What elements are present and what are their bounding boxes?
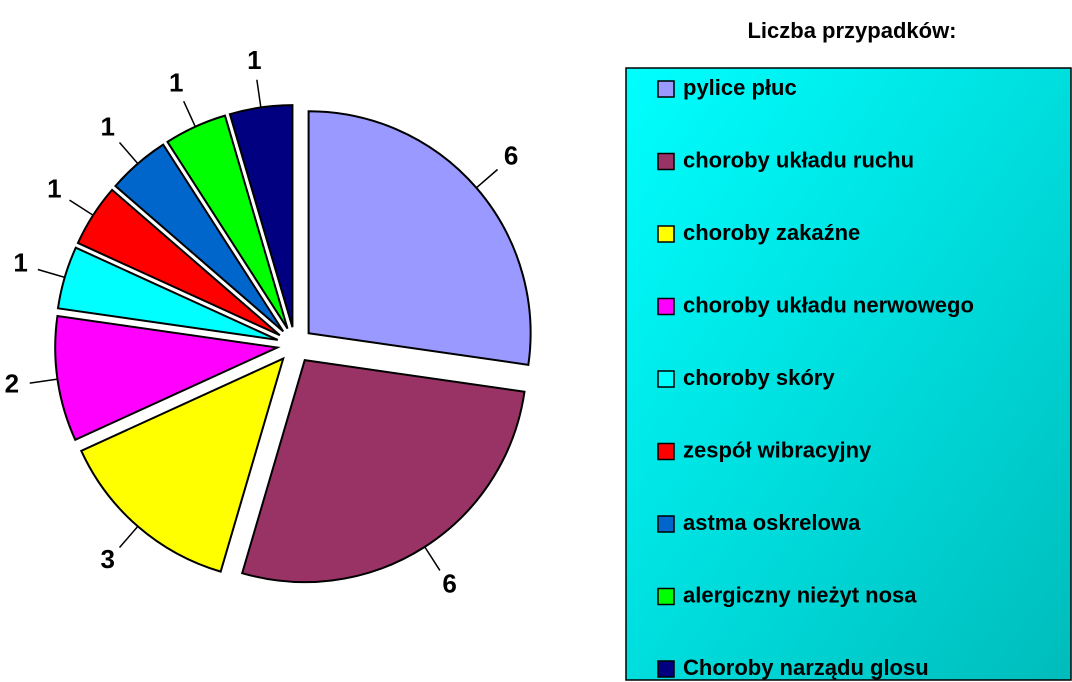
data-label: 1 [47,173,61,203]
leader-line [475,168,499,189]
legend-swatch [657,80,675,98]
legend-label: choroby układu nerwowego [683,292,974,317]
data-label: 1 [169,68,183,98]
legend-swatch [657,152,675,171]
pie-slice [307,110,532,366]
legend-swatch [657,587,675,606]
legend-label: choroby zakaźne [683,220,860,245]
legend-swatch [657,297,675,316]
leader-line [118,141,139,165]
leader-line [424,546,441,571]
leader-line [69,199,94,216]
data-label: 6 [442,568,456,598]
legend-swatch [657,442,675,461]
pie-slice [56,246,279,341]
data-label: 1 [247,45,261,75]
leader-line [29,378,58,384]
leader-line [256,79,262,108]
pie-slice [54,314,281,442]
legend-label: zespół wibracyjny [683,437,872,462]
legend-label: choroby układu ruchu [683,147,914,172]
leader-line [37,268,65,279]
data-label: 6 [504,141,518,171]
legend-swatch [657,515,675,533]
legend-box [625,67,1072,681]
legend-title: Liczba przypadków: [747,18,956,43]
leader-line [118,525,139,549]
legend-swatch [657,225,675,243]
data-label: 3 [100,544,114,574]
legend-label: alergiczny nieżyt nosa [683,582,917,607]
legend-label: astma oskrelowa [683,510,861,535]
leader-line [182,100,196,127]
legend-swatch [657,370,675,388]
legend-label: Choroby narządu glosu [683,655,929,680]
data-label: 1 [13,247,27,277]
data-label: 1 [100,112,114,142]
legend-swatch [657,660,675,678]
legend-label: choroby skóry [683,365,835,390]
legend-label: pylice płuc [683,75,797,100]
data-label: 2 [5,369,19,399]
pie-slice [228,104,294,328]
pie-slice [240,359,526,584]
